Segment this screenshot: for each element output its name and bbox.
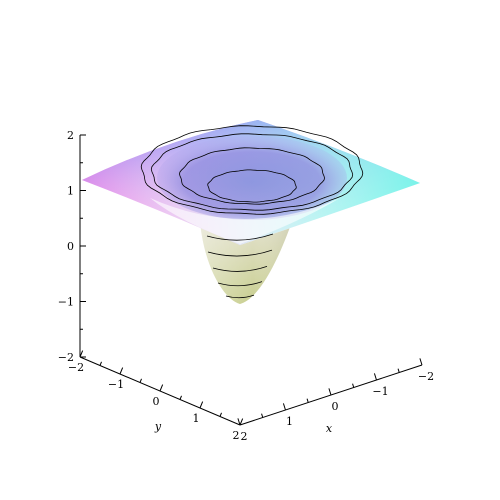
y-major-tick	[79, 350, 84, 358]
z-tick-label: 2	[67, 129, 74, 142]
y-major-tick	[159, 384, 164, 392]
contour-ring	[207, 169, 297, 203]
x-tick-label: 1	[286, 415, 293, 428]
y-tick-label: 1	[193, 412, 200, 425]
funnel-contour	[217, 281, 263, 287]
x-tick-label: −1	[372, 385, 388, 398]
contour-ring	[150, 133, 354, 211]
y-tick-label: 0	[153, 395, 160, 408]
surface-sheet	[82, 120, 420, 245]
x-tick-label: 2	[241, 430, 248, 443]
y-tick-label: −2	[68, 361, 84, 374]
x-minor-tick	[261, 413, 264, 418]
contour-ring	[140, 125, 364, 215]
y-major-tick	[199, 401, 204, 409]
z-axis: 2 1 0 −1 −2	[58, 129, 86, 364]
z-tick-label: 0	[67, 240, 74, 253]
funnel-contour	[207, 249, 273, 257]
x-tick-label: 0	[332, 400, 339, 413]
y-minor-tick	[179, 395, 182, 400]
y-minor-tick	[139, 378, 142, 383]
front-lip-highlight	[150, 198, 340, 244]
y-minor-tick	[99, 361, 102, 366]
contour-ring	[179, 147, 325, 205]
y-minor-tick	[219, 412, 222, 417]
x-major-tick	[373, 373, 377, 381]
x-minor-tick	[306, 398, 309, 403]
y-tick-label: −1	[108, 378, 124, 391]
funnel-contour	[225, 294, 255, 299]
x-tick-label: −2	[418, 370, 434, 383]
y-axis: −2 −1 0 1 2	[68, 350, 244, 442]
z-tick-label: −1	[58, 296, 74, 309]
x-minor-tick	[352, 383, 355, 388]
x-major-tick	[282, 403, 286, 411]
z-tick-label: 1	[67, 185, 74, 198]
x-axis: 2 1 0 −1 −2	[237, 358, 434, 443]
x-major-tick	[328, 388, 332, 396]
x-minor-tick	[397, 368, 400, 373]
z-tick-label: −2	[58, 351, 74, 364]
x-major-tick	[419, 358, 423, 366]
y-major-tick	[239, 418, 244, 426]
bowl-shading	[157, 136, 347, 220]
x-major-tick	[237, 418, 241, 426]
y-axis-label: y	[154, 420, 162, 433]
contour-lines	[140, 125, 364, 299]
x-axis-label: x	[326, 422, 333, 435]
y-tick-label: 2	[233, 429, 240, 442]
funnel-contour	[206, 233, 274, 241]
funnel-contour	[212, 266, 268, 272]
y-major-tick	[119, 367, 124, 375]
